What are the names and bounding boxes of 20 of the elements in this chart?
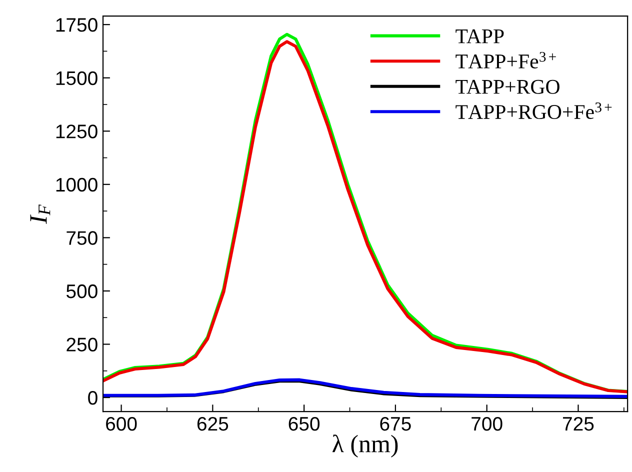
- y-tick-label: 750: [66, 231, 98, 245]
- y-tick-label: 500: [66, 284, 98, 298]
- y-tick-label: 1500: [56, 71, 98, 86]
- x-tick-label: 600: [106, 416, 137, 431]
- y-axis-title: I$_{F}$: [30, 204, 50, 224]
- y-tick-label: 0: [88, 390, 98, 405]
- legend-label: TAPP+Fe$^{3+}$: [456, 52, 556, 68]
- x-tick-label: 625: [197, 416, 228, 431]
- y-tick-label: 250: [66, 338, 98, 352]
- legend-label: TAPP+RGO: [456, 80, 560, 94]
- y-tick-label: 1750: [56, 18, 98, 32]
- legend-label: TAPP: [456, 29, 504, 44]
- x-tick-label: 650: [288, 416, 320, 431]
- x-tick-label: 675: [380, 416, 411, 431]
- y-tick-label: 1000: [56, 178, 98, 192]
- x-tick-label: 725: [563, 416, 594, 431]
- legend-label: TAPP+RGO+Fe$^{3+}$: [456, 102, 612, 120]
- x-tick-label: 700: [472, 416, 502, 431]
- y-tick-label: 1250: [56, 124, 98, 138]
- x-axis-title: λ (nm): [332, 434, 398, 458]
